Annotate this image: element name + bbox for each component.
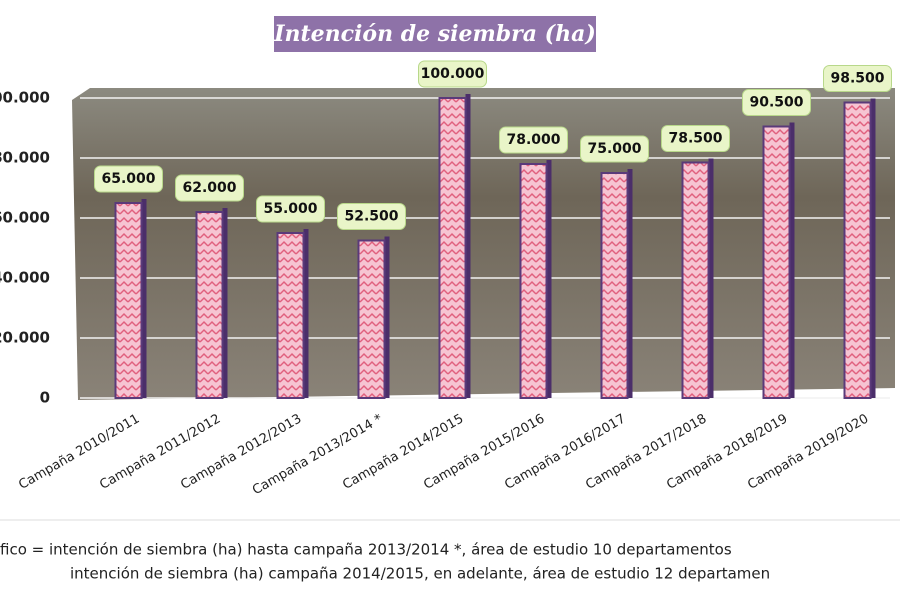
- note: fico = intención de siembra (ha) hasta c…: [0, 541, 732, 559]
- y-tick-label: 100.000: [0, 89, 50, 107]
- bar: [843, 101, 872, 399]
- bar: [276, 232, 305, 399]
- value-label-box: [580, 135, 649, 163]
- bar-side: [627, 169, 633, 398]
- value-label: 55.000: [263, 201, 317, 217]
- bar-side: [789, 122, 795, 398]
- chart-title: Intención de siembra (ha): [273, 21, 596, 47]
- y-tick-label: 0: [40, 389, 50, 407]
- bar: [762, 125, 791, 399]
- y-tick-label: 20.000: [0, 329, 50, 347]
- bar: [195, 211, 224, 399]
- value-label-box: [742, 89, 811, 116]
- value-label-box: [418, 60, 487, 88]
- value-label: 52.500: [344, 209, 398, 225]
- bar-side: [708, 158, 714, 398]
- value-label: 65.000: [101, 171, 155, 187]
- value-label: 100.000: [421, 66, 485, 82]
- bar-side: [222, 208, 228, 398]
- value-label-box: [499, 126, 568, 154]
- bar-side: [870, 98, 876, 398]
- value-label: 62.000: [182, 180, 236, 196]
- bar: [681, 161, 710, 399]
- bar: [519, 163, 548, 399]
- bar: [438, 97, 467, 399]
- bar-side: [384, 236, 390, 398]
- value-label: 98.500: [830, 71, 884, 87]
- bar: [600, 172, 629, 399]
- value-label: 75.000: [587, 141, 641, 157]
- value-label: 90.500: [749, 95, 803, 111]
- bar-side: [546, 160, 552, 398]
- value-label-box: [823, 65, 892, 92]
- note: intención de siembra (ha) campaña 2014/2…: [70, 565, 770, 583]
- value-label: 78.000: [506, 132, 560, 148]
- value-label-box: [337, 203, 406, 230]
- value-label-box: [661, 125, 730, 152]
- value-label: 78.500: [668, 131, 722, 147]
- bar: [114, 202, 143, 399]
- value-label-box: [94, 165, 163, 193]
- bar: [357, 239, 386, 399]
- bar-side: [465, 94, 471, 398]
- y-tick-label: 80.000: [0, 149, 50, 167]
- y-tick-label: 60.000: [0, 209, 50, 227]
- bar-side: [141, 199, 147, 398]
- value-label-box: [175, 174, 244, 202]
- y-tick-label: 40.000: [0, 269, 50, 287]
- bar-side: [303, 229, 309, 398]
- title-box: [274, 16, 596, 52]
- value-label-box: [256, 195, 325, 223]
